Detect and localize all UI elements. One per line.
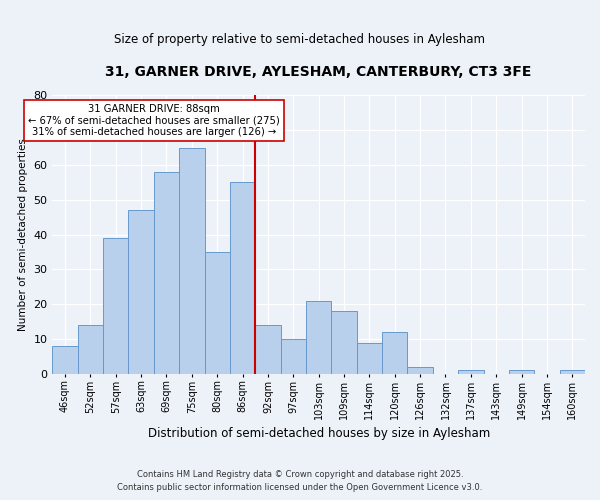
Bar [205,252,230,374]
Bar [230,182,255,374]
Text: Size of property relative to semi-detached houses in Aylesham: Size of property relative to semi-detach… [115,32,485,46]
Bar [509,370,534,374]
Bar [458,370,484,374]
X-axis label: Distribution of semi-detached houses by size in Aylesham: Distribution of semi-detached houses by … [148,427,490,440]
Bar [52,346,77,374]
Text: Contains HM Land Registry data © Crown copyright and database right 2025.
Contai: Contains HM Land Registry data © Crown c… [118,470,482,492]
Text: 31 GARNER DRIVE: 88sqm
← 67% of semi-detached houses are smaller (275)
31% of se: 31 GARNER DRIVE: 88sqm ← 67% of semi-det… [28,104,280,138]
Bar [103,238,128,374]
Bar [331,311,357,374]
Bar [154,172,179,374]
Bar [128,210,154,374]
Title: 31, GARNER DRIVE, AYLESHAM, CANTERBURY, CT3 3FE: 31, GARNER DRIVE, AYLESHAM, CANTERBURY, … [106,65,532,79]
Bar [357,342,382,374]
Bar [306,301,331,374]
Bar [407,367,433,374]
Bar [560,370,585,374]
Bar [382,332,407,374]
Bar [77,325,103,374]
Bar [281,339,306,374]
Bar [179,148,205,374]
Bar [255,325,281,374]
Y-axis label: Number of semi-detached properties: Number of semi-detached properties [18,138,28,331]
